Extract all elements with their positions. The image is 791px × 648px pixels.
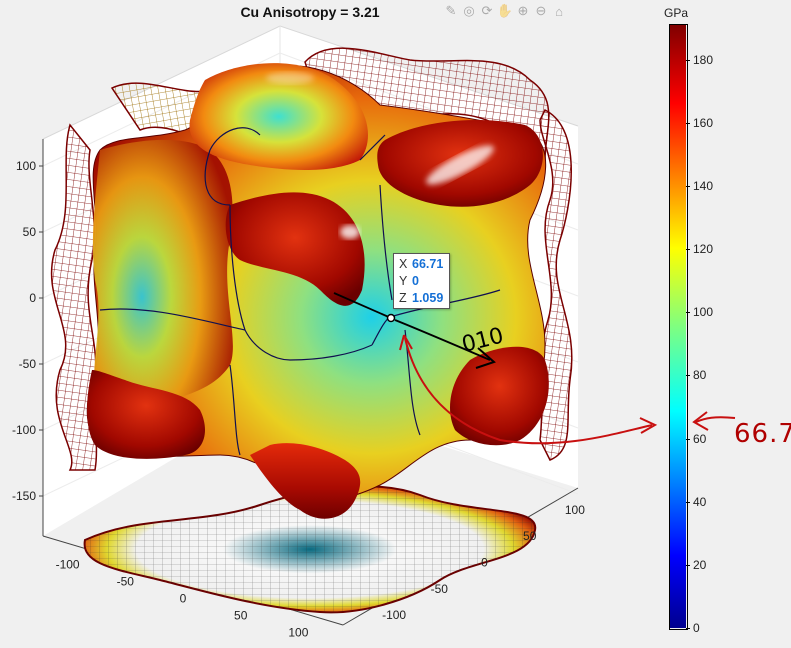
z-tick-label: -150 xyxy=(12,489,36,503)
zoom-out-icon[interactable]: ⊖ xyxy=(535,3,547,18)
axes-toolbar[interactable]: ✎ ◎ ⟳ ✋ ⊕ ⊖ ⌂ xyxy=(443,3,567,19)
colorbar-tick-label: 120 xyxy=(693,242,714,257)
modulus-surface[interactable] xyxy=(86,63,549,519)
handwritten-min-label: 66.7 xyxy=(734,419,791,449)
colorbar-tick-mark xyxy=(686,59,690,61)
colorbar-tick-mark xyxy=(686,564,690,566)
colorbar-tick-mark xyxy=(686,186,690,187)
colorbar-gradient xyxy=(670,25,686,628)
z-tick-label: 0 xyxy=(29,291,36,305)
floor-projection xyxy=(83,485,537,614)
x-tick-label: 100 xyxy=(288,626,308,640)
chart-title: Cu Anisotropy = 3.21 xyxy=(240,4,380,20)
colorbar-tick-label: 80 xyxy=(693,368,707,383)
colorbar-tick-mark xyxy=(686,438,690,440)
datatip-marker[interactable] xyxy=(333,292,396,323)
x-tick-label: -50 xyxy=(117,574,135,588)
z-tick-label: -100 xyxy=(12,423,36,437)
colorbar[interactable] xyxy=(669,24,688,630)
colorbar-tick-mark xyxy=(686,628,690,629)
z-tick-label: -50 xyxy=(19,357,37,371)
colorbar-tick-label: 180 xyxy=(693,52,714,67)
datatip-y-value: 0 xyxy=(412,274,419,288)
colorbar-tick-label: 0 xyxy=(693,621,700,635)
z-axis-ticks: -150 -100 -50 0 50 100 xyxy=(12,159,43,503)
home-icon[interactable]: ⌂ xyxy=(555,3,563,19)
colorbar-tick-label: 40 xyxy=(693,494,707,509)
brush-icon[interactable]: ✎ xyxy=(445,3,457,18)
colorbar-tick-label: 140 xyxy=(693,179,714,193)
x-tick-label: 50 xyxy=(234,609,248,623)
pan-icon[interactable]: ✋ xyxy=(496,3,514,18)
y-tick-label: -100 xyxy=(382,608,406,622)
colorbar-tick-mark xyxy=(686,375,690,377)
zoom-in-icon[interactable]: ⊕ xyxy=(517,3,529,18)
colorbar-label: GPa xyxy=(664,6,689,20)
colorbar-tick-label: 60 xyxy=(693,431,707,446)
colorbar-tick-label: 20 xyxy=(693,557,707,572)
datatip-z-label: Z xyxy=(399,291,407,305)
colorbar-tick-mark xyxy=(686,312,690,314)
colorbar-tick-label: 100 xyxy=(693,305,714,320)
colorbar-tick-mark xyxy=(686,501,690,503)
colorbar-tick-mark xyxy=(686,122,690,124)
x-axis-ticks: -100 -50 0 50 100 xyxy=(56,557,309,639)
y-tick-label: 50 xyxy=(523,529,537,543)
datatip-x-label: X xyxy=(399,257,408,271)
colorbar-tick-mark xyxy=(686,249,690,251)
rotate-icon[interactable]: ⟳ xyxy=(481,3,493,18)
y-tick-label: 100 xyxy=(565,503,585,517)
datatip-x-value: 66.71 xyxy=(412,257,444,271)
datatip-z-value: 1.059 xyxy=(412,291,444,305)
y-tick-label: 0 xyxy=(481,556,488,570)
z-tick-label: 50 xyxy=(23,225,37,239)
z-tick-label: 100 xyxy=(16,159,36,173)
datatip-icon[interactable]: ◎ xyxy=(463,3,475,18)
handwritten-min-arrow xyxy=(399,334,736,445)
y-tick-label: -50 xyxy=(431,582,449,596)
colorbar-tick-label: 160 xyxy=(693,115,714,130)
datatip-y-label: Y xyxy=(399,274,408,288)
x-tick-label: 0 xyxy=(180,592,187,606)
handwritten-direction-arrow xyxy=(394,319,496,369)
y-axis-ticks: -100 -50 0 50 100 xyxy=(382,503,585,622)
x-tick-label: -100 xyxy=(56,557,80,571)
